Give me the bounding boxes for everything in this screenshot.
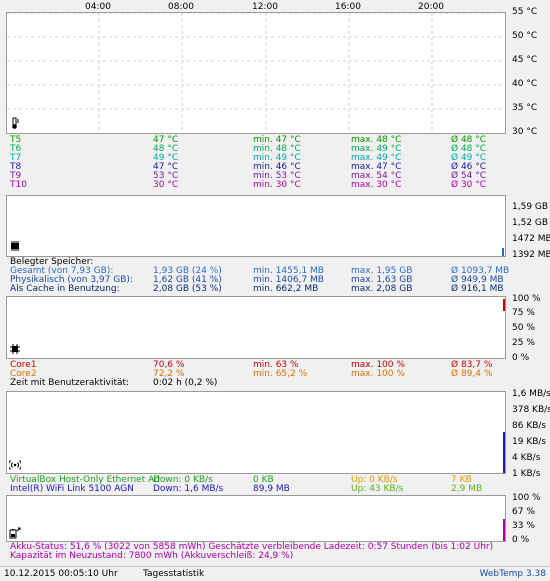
cpu-y-tick: 100 % bbox=[512, 294, 541, 304]
cpu-y-tick: 0 % bbox=[512, 353, 530, 363]
temperature-chart bbox=[6, 12, 506, 134]
temp-y-tick: 45 °C bbox=[512, 55, 538, 65]
temp-y-tick: 30 °C bbox=[512, 127, 538, 137]
network-y-tick: 1 KB/s bbox=[512, 469, 541, 479]
time-tick: 20:00 bbox=[418, 2, 444, 12]
cpu-chip-icon bbox=[10, 344, 20, 354]
battery-capacity: Kapazität im Neuzustand: 7800 mWh (Akkuv… bbox=[10, 551, 294, 561]
cpu-y-tick: 25 % bbox=[512, 338, 535, 348]
temp-y-tick: 50 °C bbox=[512, 31, 538, 41]
temp-y-tick: 55 °C bbox=[512, 7, 538, 17]
network-y-tick: 19 KB/s bbox=[512, 437, 547, 447]
battery-y-tick: 0 % bbox=[512, 535, 530, 545]
memory-y-tick: 1,59 GB bbox=[512, 202, 549, 212]
battery-y-tick: 67 % bbox=[512, 507, 535, 517]
time-tick: 08:00 bbox=[168, 2, 194, 12]
network-y-tick: 4 KB/s bbox=[512, 453, 541, 463]
temp-y-tick: 40 °C bbox=[512, 79, 538, 89]
time-tick: 04:00 bbox=[85, 2, 111, 12]
thermometer-icon bbox=[12, 117, 19, 129]
network-y-tick: 1,6 MB/s bbox=[512, 389, 550, 399]
battery-chart bbox=[6, 495, 506, 542]
daily-statistics-link[interactable]: Tagesstatistik bbox=[143, 569, 205, 579]
memory-y-tick: 1392 MB bbox=[512, 250, 550, 260]
network-chart bbox=[6, 391, 506, 474]
battery-y-tick: 100 % bbox=[512, 493, 541, 503]
memory-header: Belegter Speicher: bbox=[10, 257, 94, 267]
network-y-tick: 86 KB/s bbox=[512, 421, 547, 431]
wifi-signal-icon bbox=[9, 460, 21, 470]
status-bar: 10.12.2015 00:05:10 Uhr Tagesstatistik W… bbox=[0, 566, 550, 581]
app-version-link[interactable]: WebTemp 3.38 bbox=[479, 569, 546, 579]
time-tick: 16:00 bbox=[335, 2, 361, 12]
cpu-y-tick: 50 % bbox=[512, 323, 535, 333]
memory-y-tick: 1,52 GB bbox=[512, 218, 549, 228]
memory-chart bbox=[6, 195, 506, 257]
temp-y-tick: 35 °C bbox=[512, 103, 538, 113]
battery-plug-icon bbox=[9, 527, 21, 539]
battery-y-tick: 33 % bbox=[512, 521, 535, 531]
network-y-tick: 378 KB/s bbox=[512, 405, 550, 415]
cpu-y-tick: 75 % bbox=[512, 308, 535, 318]
battery-status: Akku-Status: 51,6 % (3022 von 5858 mWh) … bbox=[10, 542, 494, 552]
datetime-label: 10.12.2015 00:05:10 Uhr bbox=[4, 569, 118, 579]
time-tick: 12:00 bbox=[252, 2, 278, 12]
memory-y-tick: 1472 MB bbox=[512, 234, 550, 244]
memory-chip-icon bbox=[11, 241, 19, 251]
cpu-chart bbox=[6, 296, 506, 359]
